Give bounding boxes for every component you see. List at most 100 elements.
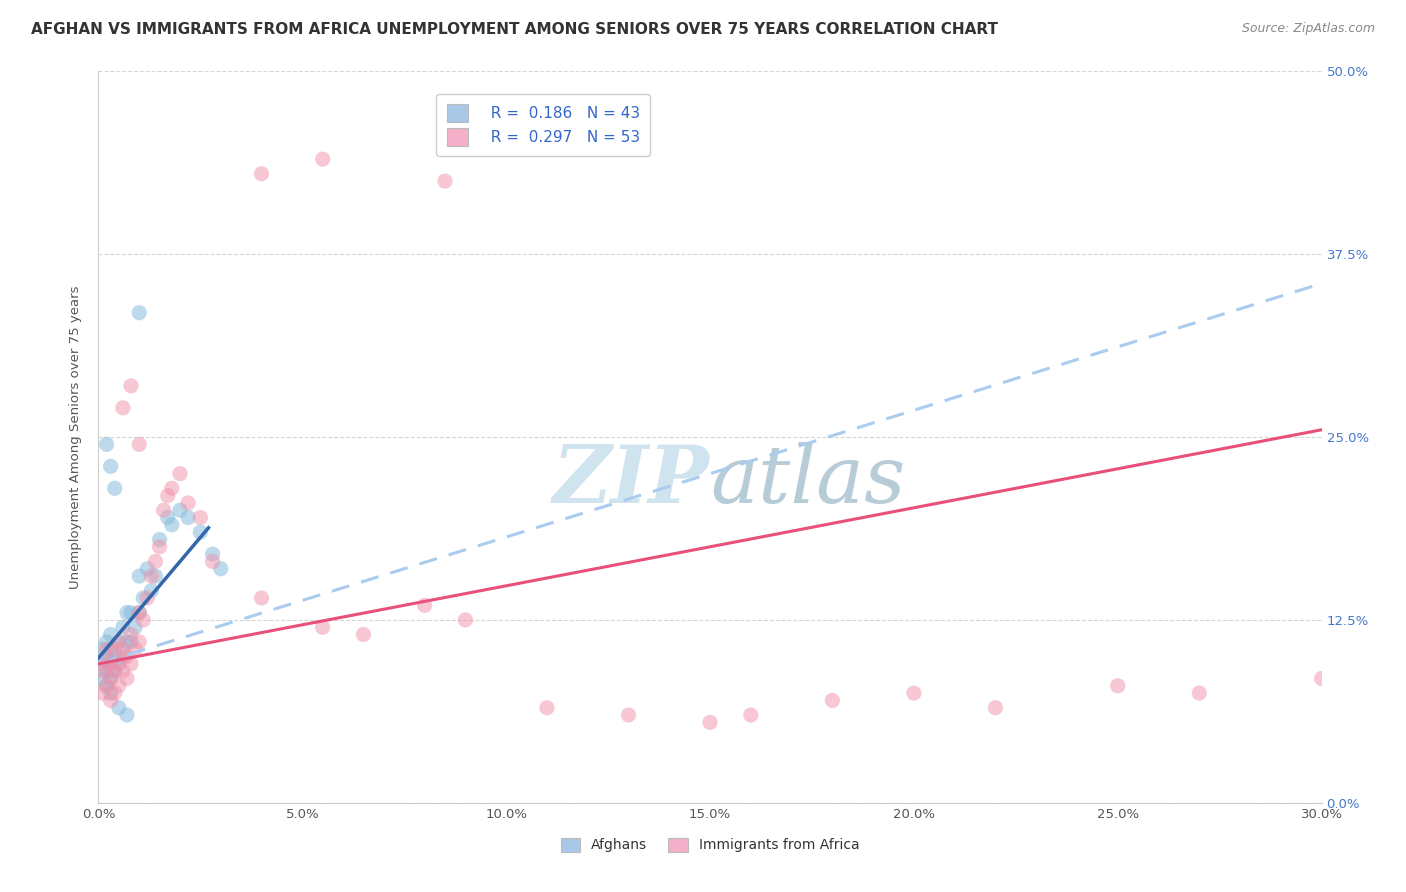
Point (108, 657, 131, 671)
Text: ZIP: ZIP (553, 442, 710, 520)
Point (209, 562, 232, 576)
Text: Source: ZipAtlas.com: Source: ZipAtlas.com (1241, 22, 1375, 36)
Point (169, 503, 191, 517)
Point (100, 627, 122, 641)
Point (96, 679, 118, 693)
Point (100, 693, 122, 707)
Y-axis label: Unemployment Among Seniors over 75 years: Unemployment Among Seniors over 75 years (69, 285, 83, 589)
Point (434, 174, 457, 188)
Point (250, 167, 273, 181)
Point (96, 664, 118, 678)
Point (156, 489, 179, 503)
Point (177, 510, 200, 524)
Point (115, 649, 138, 664)
Point (128, 569, 150, 583)
Point (1188, 686, 1211, 700)
Point (141, 569, 163, 583)
Point (128, 606, 150, 620)
Point (104, 664, 127, 678)
Point (250, 591, 273, 605)
Point (136, 562, 159, 576)
Point (141, 583, 163, 598)
Point (149, 540, 172, 554)
Point (108, 657, 131, 671)
Point (100, 459, 122, 474)
Point (96, 642, 118, 657)
Point (177, 496, 200, 510)
Point (96, 649, 118, 664)
Point (536, 700, 558, 714)
Point (100, 686, 122, 700)
Point (132, 613, 155, 627)
Point (1107, 679, 1129, 693)
Point (156, 510, 179, 524)
Point (454, 613, 477, 627)
Point (128, 606, 150, 620)
Point (91, 642, 114, 657)
Point (96, 679, 118, 693)
Point (136, 591, 159, 605)
Point (104, 649, 127, 664)
Point (413, 599, 436, 613)
Point (91, 664, 114, 678)
Point (128, 635, 150, 649)
Point (128, 306, 150, 320)
Point (100, 657, 122, 671)
Point (132, 591, 155, 605)
Point (120, 379, 142, 393)
Point (120, 635, 142, 649)
Point (115, 708, 138, 723)
Point (145, 554, 167, 568)
Point (111, 664, 134, 678)
Point (115, 672, 138, 686)
Point (984, 700, 1007, 714)
Point (108, 635, 131, 649)
Point (312, 620, 335, 634)
Point (104, 664, 127, 678)
Point (821, 693, 844, 707)
Point (160, 481, 183, 495)
Point (145, 569, 167, 583)
Point (104, 686, 127, 700)
Point (100, 657, 122, 671)
Text: AFGHAN VS IMMIGRANTS FROM AFRICA UNEMPLOYMENT AMONG SENIORS OVER 75 YEARS CORREL: AFGHAN VS IMMIGRANTS FROM AFRICA UNEMPLO… (31, 22, 998, 37)
Point (201, 547, 224, 561)
Point (108, 700, 131, 714)
Point (312, 152, 335, 166)
Point (96, 437, 118, 451)
Point (617, 708, 640, 723)
Point (160, 517, 183, 532)
Point (149, 533, 172, 547)
Point (352, 627, 374, 641)
Point (124, 642, 146, 657)
Point (91, 686, 114, 700)
Point (104, 481, 127, 495)
Point (96, 657, 118, 671)
Point (96, 635, 118, 649)
Point (108, 679, 131, 693)
Point (120, 657, 142, 671)
Point (115, 606, 138, 620)
Point (1310, 672, 1333, 686)
Point (120, 627, 142, 641)
Point (115, 635, 138, 649)
Point (111, 620, 134, 634)
Point (100, 672, 122, 686)
Point (100, 672, 122, 686)
Point (169, 467, 191, 481)
Point (111, 649, 134, 664)
Point (152, 503, 174, 517)
Legend: Afghans, Immigrants from Africa: Afghans, Immigrants from Africa (555, 832, 865, 858)
Point (128, 437, 150, 451)
Point (699, 715, 721, 730)
Point (188, 510, 212, 524)
Point (100, 642, 122, 657)
Point (91, 672, 114, 686)
Point (111, 642, 134, 657)
Point (91, 657, 114, 671)
Point (120, 606, 142, 620)
Text: atlas: atlas (710, 442, 905, 520)
Point (903, 686, 925, 700)
Point (188, 525, 212, 540)
Point (740, 708, 762, 723)
